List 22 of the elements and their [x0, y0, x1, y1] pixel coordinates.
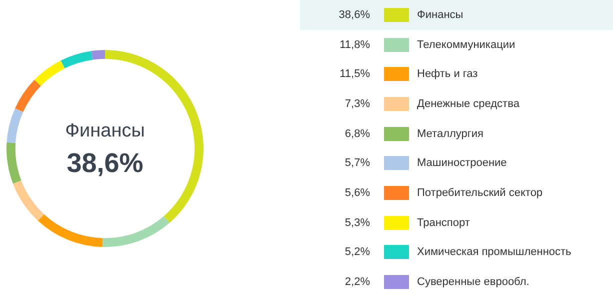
legend-label: Транспорт	[417, 216, 470, 229]
legend-label: Нефть и газ	[417, 68, 478, 80]
slice-label: Финансы	[65, 120, 145, 142]
legend-label: Телекоммуникации	[417, 38, 516, 51]
data-label: 5,7%	[344, 157, 370, 170]
legend-label: Металлургия	[417, 128, 484, 140]
data-label: 5,2%	[344, 246, 370, 258]
legend-label: Финансы	[417, 8, 464, 21]
text: 38,6%	[338, 8, 370, 21]
data-label: 7,3%	[344, 98, 370, 110]
legend-label: Денежные средства	[417, 98, 520, 110]
data-label: 6,8%	[344, 128, 370, 140]
legend-label: Химическая промышленность	[417, 246, 572, 258]
legend-label: Машиностроение	[417, 157, 507, 170]
data-label: 11,5%	[338, 68, 370, 80]
data-label: 5,6%	[344, 187, 370, 200]
legend-label: Потребительский сектор	[417, 187, 543, 200]
legend-label: Суверенные еврообл.	[417, 276, 530, 288]
data-label: 2,2%	[344, 276, 370, 288]
data-label: 11,8%	[338, 38, 370, 51]
data-label: 5,3%	[344, 216, 370, 229]
data-label: 38,6%	[66, 148, 144, 178]
